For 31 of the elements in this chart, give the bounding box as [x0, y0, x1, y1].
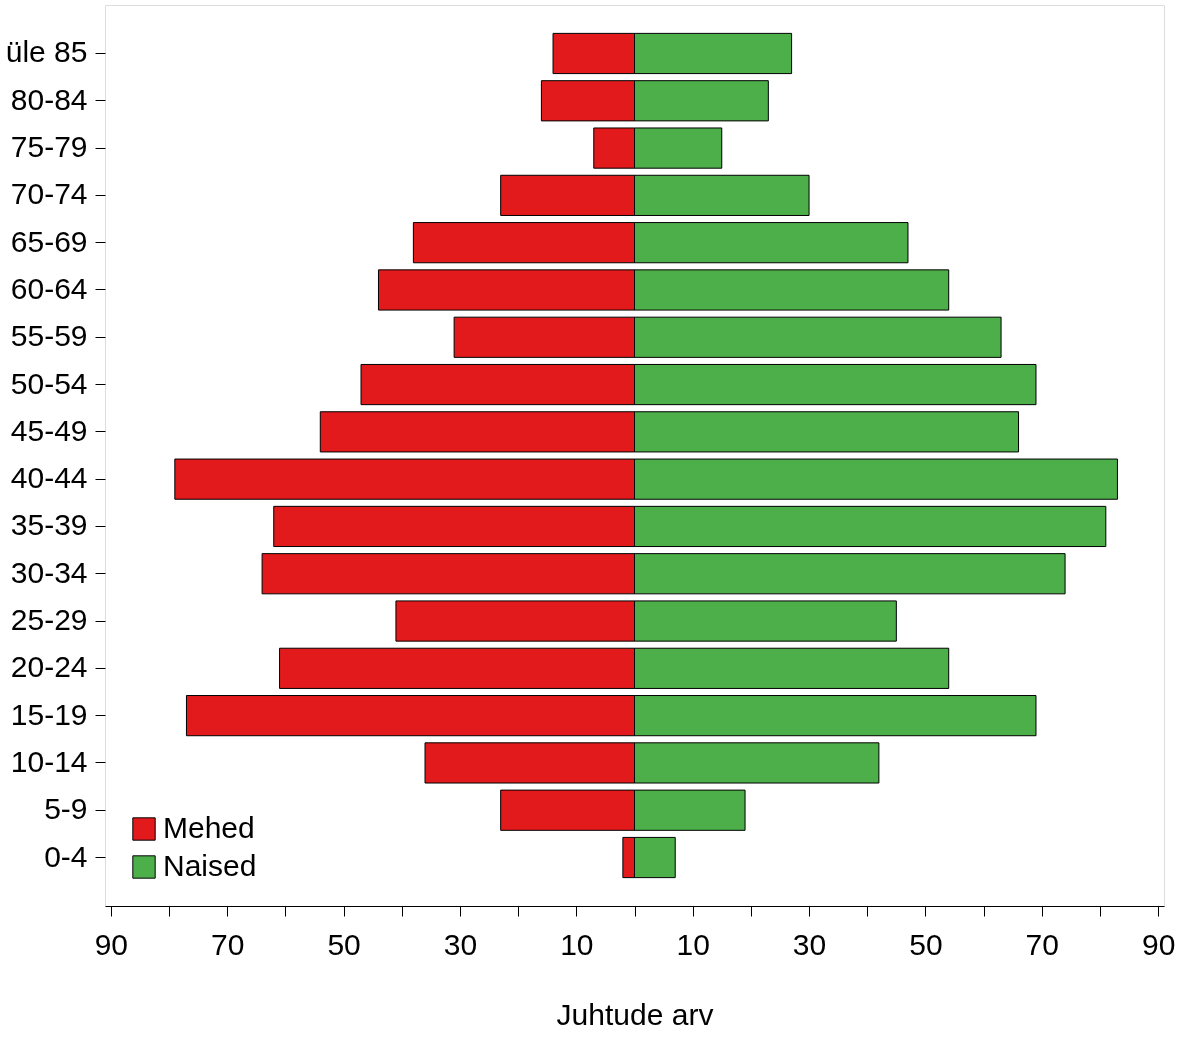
x-tick-label: 30	[792, 927, 827, 961]
y-tick-label: 55-59	[10, 319, 88, 353]
legend-label: Mehed	[163, 811, 255, 844]
y-tick-label: 25-29	[10, 603, 88, 637]
x-axis-title: Juhtude arv	[556, 997, 714, 1031]
legend-label: Naised	[163, 849, 257, 882]
y-tick-label: 5-9	[44, 792, 88, 826]
x-tick-label: 50	[327, 927, 361, 961]
x-tick-label: 10	[676, 927, 710, 961]
y-tick-label: 30-34	[10, 555, 88, 589]
y-tick-label: 70-74	[10, 177, 88, 211]
y-tick-label: 15-19	[10, 697, 88, 731]
y-tick-label: üle 85	[5, 35, 88, 69]
y-tick-label: 10-14	[10, 744, 88, 778]
y-tick-label: 80-84	[10, 82, 88, 116]
x-tick-label: 10	[560, 927, 594, 961]
y-tick-label: 65-69	[10, 224, 88, 258]
y-tick-label: 35-39	[10, 508, 88, 542]
y-tick-label: 50-54	[10, 366, 88, 400]
x-tick-label: 70	[211, 927, 245, 961]
x-tick-label: 50	[909, 927, 943, 961]
x-tick-label: 70	[1025, 927, 1059, 961]
y-tick-label: 75-79	[10, 130, 88, 164]
x-tick-label: 90	[94, 927, 129, 961]
x-tick-label: 90	[1141, 927, 1176, 961]
y-tick-label: 40-44	[10, 461, 88, 495]
y-tick-label: 0-4	[44, 839, 88, 873]
y-tick-label: 45-49	[10, 413, 88, 447]
x-tick-label: 30	[443, 927, 478, 961]
y-tick-label: 20-24	[10, 650, 88, 684]
y-tick-label: 60-64	[10, 271, 88, 305]
